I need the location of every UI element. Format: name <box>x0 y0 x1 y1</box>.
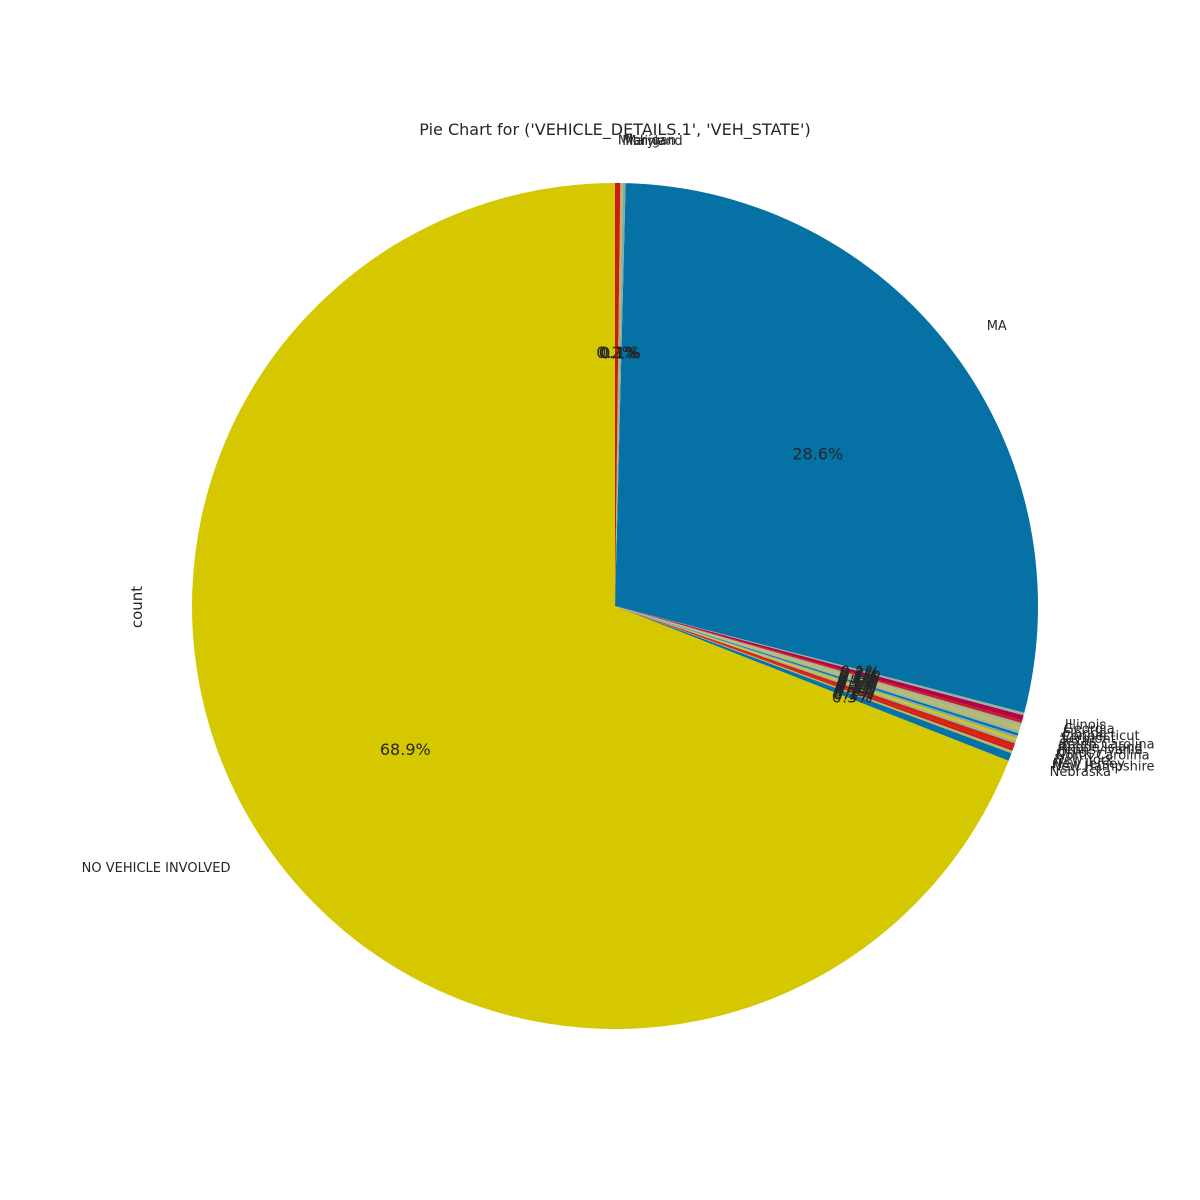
category-label-florida: Florida <box>1063 726 1107 741</box>
percent-label-rhode-island: 0.1% <box>836 674 877 693</box>
category-label-ma: MA <box>987 319 1007 334</box>
y-axis-label: count <box>128 586 146 628</box>
category-label-south-carolina: South Carolina <box>1059 738 1154 753</box>
percent-label-illinois: 0.1% <box>840 662 881 681</box>
percent-label-nebraska: 0.3% <box>832 688 873 707</box>
percent-label-vermont: 0.1% <box>838 670 879 689</box>
category-label-michigan: Michigan <box>618 134 676 149</box>
category-label-maine: Maine <box>625 134 664 149</box>
pie-slice-nebraska <box>615 606 1012 761</box>
percent-label-connecticut: 0.1% <box>838 668 879 687</box>
category-label-new-york: New York <box>1054 753 1114 768</box>
pie-slice-new-york <box>615 606 1016 749</box>
percent-label-new-jersey: 0.1% <box>833 683 874 702</box>
percent-label-south-carolina: 0.1% <box>837 673 878 692</box>
pie-slice-connecticut <box>615 606 1022 726</box>
pie-slice-ohio <box>615 606 1017 741</box>
percent-label-new-hampshire: 0.1% <box>833 685 874 704</box>
category-label-new-hampshire: New Hampshire <box>1052 760 1155 775</box>
category-label-new-jersey: New Jersey <box>1053 757 1125 772</box>
pie-slice-south-carolina <box>615 606 1020 734</box>
percent-label-florida: 0.1% <box>839 666 880 685</box>
percent-label-north-carolina: 0.1% <box>835 679 876 698</box>
pie-slice-florida <box>615 606 1023 723</box>
pie-slice-no-vehicle-involved <box>192 183 1009 1029</box>
percent-label-maryland: 0.1% <box>599 343 640 362</box>
percent-label-no-vehicle-involved: 68.9% <box>380 740 431 759</box>
percent-label-ma: 28.6% <box>792 444 843 463</box>
pie-slice-vermont <box>615 606 1021 729</box>
category-label-rhode-island: Rhode Island <box>1058 740 1142 755</box>
pie-slice-illinois <box>615 606 1025 716</box>
percent-label-maine: 0.1% <box>600 343 641 362</box>
pie-slice-north-carolina <box>615 606 1016 744</box>
percent-label-ohio: 0.1% <box>835 677 876 696</box>
category-label-georgia: Georgia <box>1064 722 1115 737</box>
pie-slice-rhode-island <box>615 606 1019 736</box>
percent-label-michigan: 0.2% <box>596 343 637 362</box>
percent-labels: 68.9%0.3%0.1%0.1%0.2%0.1%0.1%0.1%0.1%0.1… <box>380 343 881 759</box>
category-label-texas: Texas <box>1059 735 1096 750</box>
category-label-ohio: Ohio <box>1057 746 1087 761</box>
pie-slices <box>192 182 1038 1029</box>
category-label-maryland: Maryland <box>622 134 682 149</box>
pie-slice-new-hampshire <box>615 606 1013 754</box>
pie-slice-new-jersey <box>615 606 1014 751</box>
category-label-north-carolina: North Carolina <box>1056 749 1150 764</box>
category-label-no-vehicle-involved: NO VEHICLE INVOLVED <box>82 861 231 876</box>
percent-label-texas: 0.1% <box>837 671 878 690</box>
percent-label-georgia: 0.2% <box>839 664 880 683</box>
category-label-nebraska: Nebraska <box>1050 765 1111 780</box>
chart-title: Pie Chart for ('VEHICLE_DETAILS.1', 'VEH… <box>419 120 810 140</box>
category-label-vermont: Vermont <box>1061 732 1116 747</box>
pie-slice-maryland <box>615 183 623 606</box>
pie-slice-michigan <box>615 182 621 606</box>
pie-slice-maine <box>615 183 626 606</box>
pie-slice-ma <box>615 183 1038 713</box>
category-label-illinois: Illinois <box>1065 718 1106 733</box>
pie-slice-georgia <box>615 606 1024 721</box>
pie-slice-pennsylvania <box>615 606 1018 739</box>
percent-label-pennsylvania: 0.1% <box>836 676 877 695</box>
category-label-pennsylvania: Pennsylvania <box>1057 743 1142 758</box>
category-label-connecticut: Connecticut <box>1062 729 1140 744</box>
pie-slice-texas <box>615 606 1020 731</box>
percent-label-new-york: 0.2% <box>834 681 875 700</box>
